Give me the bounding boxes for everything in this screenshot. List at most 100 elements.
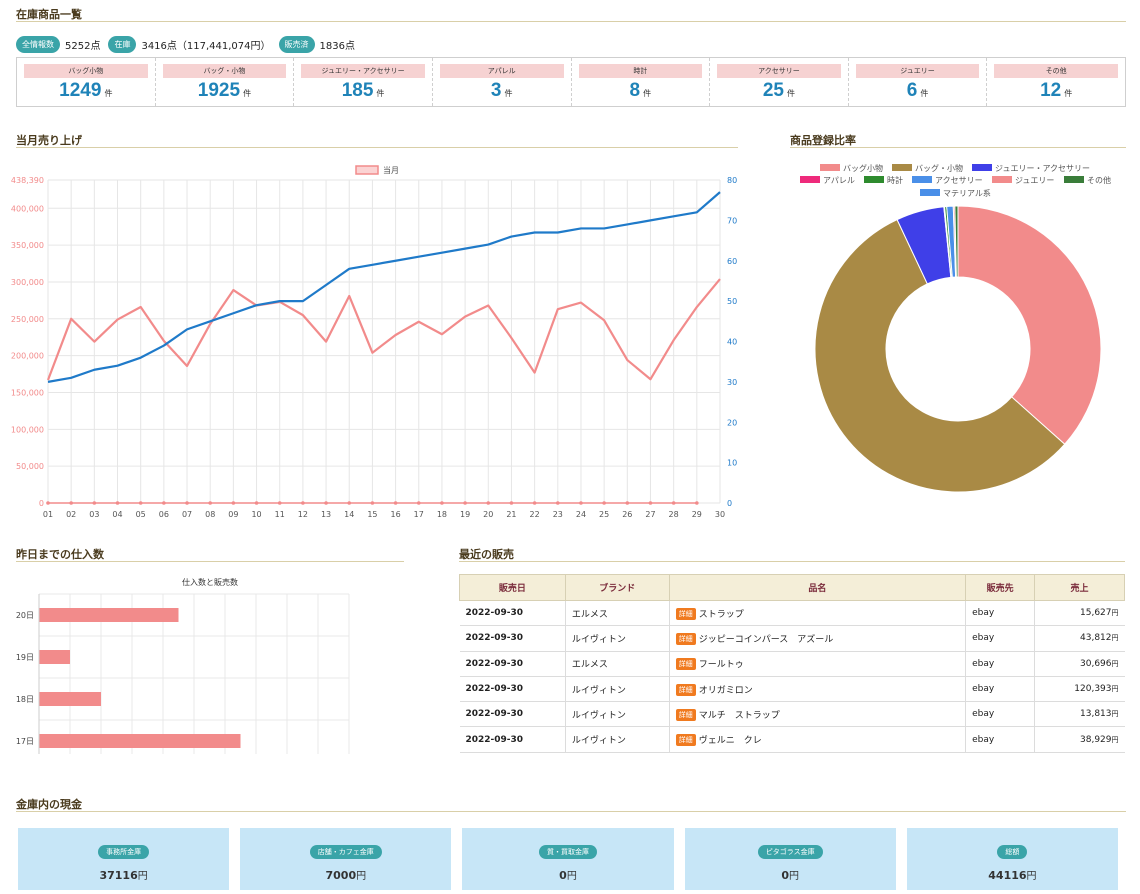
stock-badge: 在庫 (108, 36, 137, 53)
safe-card: 質・買取金庫 0円 (462, 828, 674, 890)
category-card[interactable]: バッグ小物 1249 件 (17, 58, 156, 106)
y-right-tick-label: 40 (727, 338, 737, 347)
safe-card: 事務所金庫 37116円 (18, 828, 230, 890)
category-count: 12 (1040, 80, 1062, 101)
table-row: 2022-09-30 エルメス 詳細 ストラップ ebay 15,627円 (459, 600, 1125, 627)
category-unit: 件 (1064, 89, 1073, 98)
y-left-tick-label: 300,000 (11, 278, 44, 287)
y-right-tick-label: 50 (727, 297, 737, 306)
category-card[interactable]: バッグ・小物 1925 件 (156, 58, 295, 106)
y-right-tick-label: 30 (727, 378, 737, 387)
zero-series-point (46, 501, 50, 505)
sale-amount-cell: 43,812円 (1034, 625, 1125, 652)
category-counts: バッグ小物 1249 件 バッグ・小物 1925 件 ジュエリー・アクセサリー 185 件 … (16, 57, 1126, 107)
sales-series-line (46, 278, 721, 381)
x-tick-label: 18 (437, 510, 447, 519)
zero-series-point (208, 501, 213, 505)
category-unit: 件 (643, 89, 652, 98)
inventory-summary: 全情報数 5252点 在庫 3416点（117,441,074円） 販売済 18… (16, 36, 363, 53)
sale-destination: ebay (965, 701, 1036, 728)
bar (39, 650, 70, 664)
sale-destination: ebay (965, 651, 1036, 677)
legend-swatch (355, 165, 379, 175)
zero-series-point (370, 501, 375, 505)
sale-amount-unit: 円 (1111, 634, 1119, 643)
sale-amount: 38,929 (1080, 734, 1112, 745)
sale-brand: ルイヴィトン (565, 701, 670, 728)
sale-brand: ルイヴィトン (565, 676, 670, 703)
sale-amount: 30,696 (1080, 658, 1112, 669)
zero-series-point (695, 501, 699, 505)
column-header-brand[interactable]: ブランド (564, 574, 670, 601)
safe-label: 店舗・カフェ金庫 (309, 844, 382, 859)
donut-slice (957, 205, 1102, 445)
y-tick-label: 19日 (16, 653, 34, 662)
sale-amount-cell: 15,627円 (1034, 600, 1125, 627)
safe-label: 事務所金庫 (98, 844, 150, 859)
category-card[interactable]: アクセサリー 25 件 (710, 58, 849, 106)
zero-series-point (509, 501, 514, 505)
x-tick-label: 07 (182, 510, 192, 519)
zero-series-point (532, 501, 537, 505)
legend-swatch (920, 189, 941, 196)
zero-series-point (115, 501, 120, 505)
zero-series-point (254, 501, 259, 505)
safe-card: 総額 44116円 (906, 828, 1119, 890)
divider (16, 147, 738, 148)
sale-item-name: ストラップ (698, 609, 744, 620)
category-label: 時計 (578, 64, 703, 78)
column-header-date[interactable]: 販売日 (459, 574, 566, 601)
column-header-destination[interactable]: 販売先 (965, 574, 1036, 601)
category-card[interactable]: 時計 8 件 (572, 58, 711, 106)
zero-series-point (185, 501, 189, 505)
sale-amount-unit: 円 (1111, 659, 1119, 668)
category-label: バッグ小物 (24, 64, 148, 78)
legend-swatch (864, 176, 885, 183)
sale-amount-cell: 38,929円 (1034, 726, 1125, 753)
detail-button[interactable]: 詳細 (675, 607, 696, 620)
category-card[interactable]: その他 12 件 (987, 58, 1125, 106)
x-tick-label: 20 (483, 510, 493, 519)
sale-amount-unit: 円 (1111, 685, 1119, 694)
category-label: ジュエリー・アクセサリー (301, 64, 425, 78)
detail-button[interactable]: 詳細 (675, 708, 696, 721)
zero-series-point (393, 501, 398, 505)
chart-title: 仕入数と販売数 (182, 577, 238, 587)
category-unit: 件 (104, 89, 113, 98)
section-title-purchases: 昨日までの仕入数 (16, 548, 104, 561)
category-unit: 件 (504, 89, 513, 98)
table-row: 2022-09-30 エルメス 詳細 フールトゥ ebay 30,696円 (459, 651, 1125, 677)
y-right-tick-label: 20 (727, 418, 737, 427)
y-left-tick-label: 438,390 (11, 176, 44, 185)
y-left-tick-label: 400,000 (11, 204, 44, 213)
legend-label: アクセサリー (935, 176, 983, 185)
legend-label: 時計 (887, 175, 903, 185)
detail-button[interactable]: 詳細 (675, 658, 696, 671)
category-card[interactable]: ジュエリー 6 件 (849, 58, 988, 106)
legend-swatch (1063, 176, 1084, 183)
x-tick-label: 06 (159, 510, 169, 519)
sale-brand: エルメス (565, 651, 670, 677)
detail-button[interactable]: 詳細 (675, 734, 696, 747)
zero-series-point (671, 501, 676, 505)
table-row: 2022-09-30 ルイヴィトン 詳細 ヴェルニ クレ ebay 38,929円 (459, 726, 1125, 753)
sale-brand: ルイヴィトン (565, 625, 670, 652)
column-header-amount[interactable]: 売上 (1034, 574, 1125, 601)
sale-date: 2022-09-30 (459, 726, 566, 753)
purchase-count-chart: 仕入数と販売数 20日 19日 18日 17日 (16, 577, 350, 754)
sale-item-cell: 詳細 オリガミロン (669, 676, 967, 703)
x-tick-label: 29 (692, 510, 702, 519)
detail-button[interactable]: 詳細 (675, 683, 696, 696)
x-tick-label: 27 (645, 510, 655, 519)
bar (39, 734, 241, 748)
legend-label: その他 (1087, 175, 1111, 185)
column-header-item[interactable]: 品名 (668, 574, 967, 601)
y-tick-label: 20日 (16, 611, 34, 620)
detail-button[interactable]: 詳細 (675, 632, 696, 645)
y-left-tick-label: 350,000 (11, 241, 44, 250)
category-card[interactable]: ジュエリー・アクセサリー 185 件 (294, 58, 433, 106)
legend-swatch (820, 164, 841, 171)
category-card[interactable]: アパレル 3 件 (433, 58, 572, 106)
donut-slice (814, 218, 1066, 493)
